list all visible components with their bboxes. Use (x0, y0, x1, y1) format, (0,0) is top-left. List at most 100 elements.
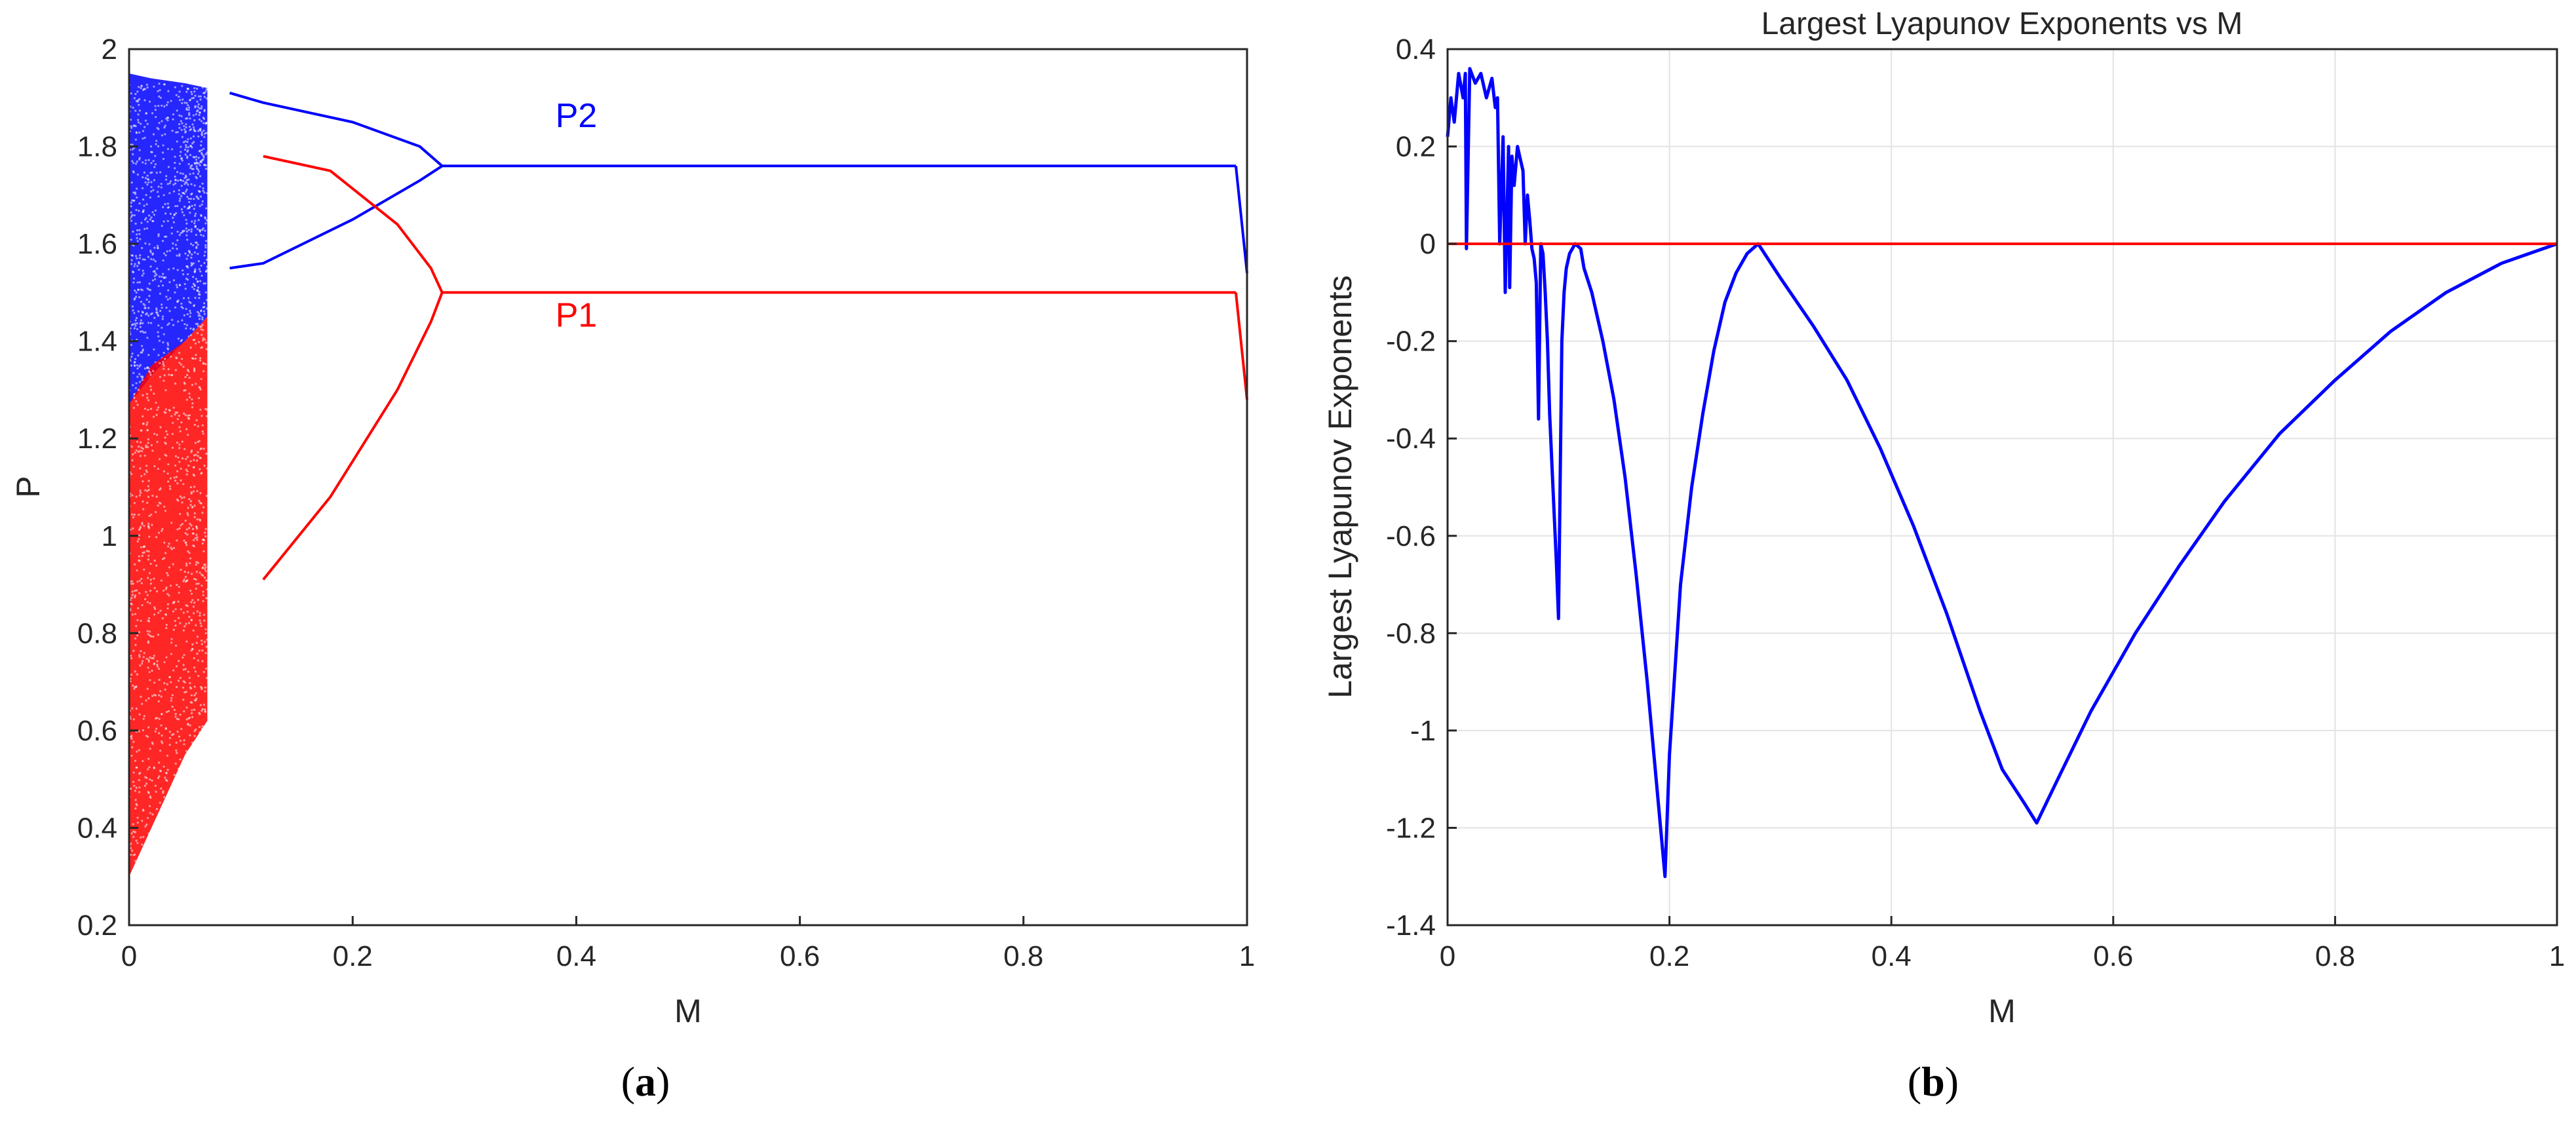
chaotic-speckle (186, 157, 189, 159)
chaotic-speckle (206, 97, 208, 100)
chaotic-speckle (138, 528, 141, 531)
chaotic-speckle (198, 290, 201, 294)
chaotic-speckle (144, 159, 147, 162)
chaotic-speckle (144, 307, 146, 309)
chaotic-speckle (198, 268, 201, 271)
chaotic-speckle (180, 479, 182, 482)
chaotic-speckle (139, 238, 142, 240)
chaotic-speckle (178, 162, 181, 165)
chaotic-speckle (146, 630, 149, 632)
chaotic-speckle (146, 183, 149, 186)
x-tick-label: 1 (1239, 940, 1255, 972)
chaotic-speckle (147, 181, 150, 183)
chaotic-speckle (201, 134, 204, 136)
chaotic-speckle (138, 534, 140, 537)
chaotic-speckle (193, 423, 196, 426)
chaotic-speckle (135, 449, 138, 452)
chaotic-speckle (136, 240, 139, 242)
chaotic-speckle (197, 341, 201, 343)
chaotic-speckle (197, 95, 201, 98)
chaotic-speckle (170, 638, 173, 641)
chaotic-speckle (129, 143, 132, 146)
chaotic-speckle (152, 635, 155, 638)
chaotic-speckle (145, 83, 148, 86)
chaotic-speckle (180, 524, 182, 527)
chaotic-speckle (194, 268, 197, 271)
chaotic-speckle (142, 422, 145, 425)
chaotic-speckle (188, 396, 191, 398)
chaotic-speckle (134, 670, 136, 673)
chaotic-speckle (144, 408, 147, 410)
chaotic-speckle (154, 155, 157, 157)
y-tick-label: -1.2 (1386, 812, 1436, 844)
chaotic-speckle (189, 309, 191, 313)
chaotic-speckle (188, 206, 191, 208)
chaotic-speckle (180, 157, 183, 160)
chaotic-speckle (148, 572, 151, 575)
chaotic-speckle (189, 315, 191, 318)
chaotic-speckle (201, 318, 204, 321)
chaotic-speckle (197, 425, 199, 428)
chaotic-speckle (189, 500, 192, 503)
chaotic-speckle (148, 295, 151, 297)
chaotic-speckle (204, 708, 206, 711)
chaotic-speckle (147, 214, 151, 217)
chaotic-speckle (205, 258, 208, 261)
chaotic-speckle (187, 178, 190, 181)
chaotic-speckle (179, 284, 182, 286)
chaotic-speckle (193, 486, 196, 488)
chaotic-speckle (166, 250, 168, 253)
chaotic-speckle (147, 525, 150, 528)
x-tick-label: 0.2 (333, 940, 373, 972)
chaotic-speckle (174, 167, 176, 170)
chaotic-speckle (187, 138, 189, 141)
annotation-p1: P1 (556, 296, 598, 334)
chaotic-speckle (187, 250, 191, 252)
chaotic-speckle (172, 279, 176, 282)
chaotic-speckle (183, 625, 186, 628)
chaotic-speckle (189, 522, 191, 525)
chaotic-speckle (134, 594, 137, 597)
chaotic-speckle (200, 140, 202, 143)
chaotic-speckle (134, 685, 136, 689)
chaotic-speckle (178, 352, 181, 354)
chaotic-speckle (145, 217, 147, 220)
chaotic-speckle (191, 168, 193, 170)
chaotic-speckle (134, 193, 137, 195)
chaotic-speckle (184, 520, 187, 522)
chaotic-speckle (154, 260, 157, 263)
chaotic-speckle (142, 717, 145, 720)
chaotic-speckle (194, 342, 197, 345)
chaotic-speckle (184, 153, 187, 156)
chaotic-speckle (160, 787, 163, 790)
chaotic-speckle (186, 117, 189, 120)
chaotic-speckle (202, 613, 206, 616)
chaotic-speckle (141, 330, 144, 333)
chaotic-speckle (132, 309, 134, 312)
chaotic-speckle (147, 726, 150, 729)
chaotic-speckle (163, 374, 166, 377)
chaotic-speckle (201, 200, 204, 202)
chaotic-speckle (131, 160, 134, 162)
chaotic-speckle (136, 821, 139, 824)
chaotic-speckle (163, 220, 165, 223)
chaotic-speckle (199, 492, 202, 495)
chaotic-speckle (134, 255, 138, 258)
chaotic-speckle (161, 529, 163, 532)
chaotic-speckle (196, 100, 199, 103)
chaotic-speckle (194, 106, 197, 109)
chaotic-speckle (182, 580, 185, 583)
chaotic-speckle (151, 449, 154, 452)
chaotic-speckle (202, 235, 205, 237)
chaotic-speckle (174, 179, 177, 181)
branch-p2-1 (229, 164, 443, 270)
chaotic-speckle (200, 328, 202, 331)
chaotic-speckle (197, 130, 200, 132)
chaotic-speckle (158, 458, 161, 461)
chaotic-speckle (182, 269, 184, 272)
chaotic-speckle (191, 701, 193, 704)
chaotic-speckle (188, 676, 191, 679)
chaotic-speckle (131, 590, 134, 593)
chaotic-speckle (132, 649, 135, 652)
